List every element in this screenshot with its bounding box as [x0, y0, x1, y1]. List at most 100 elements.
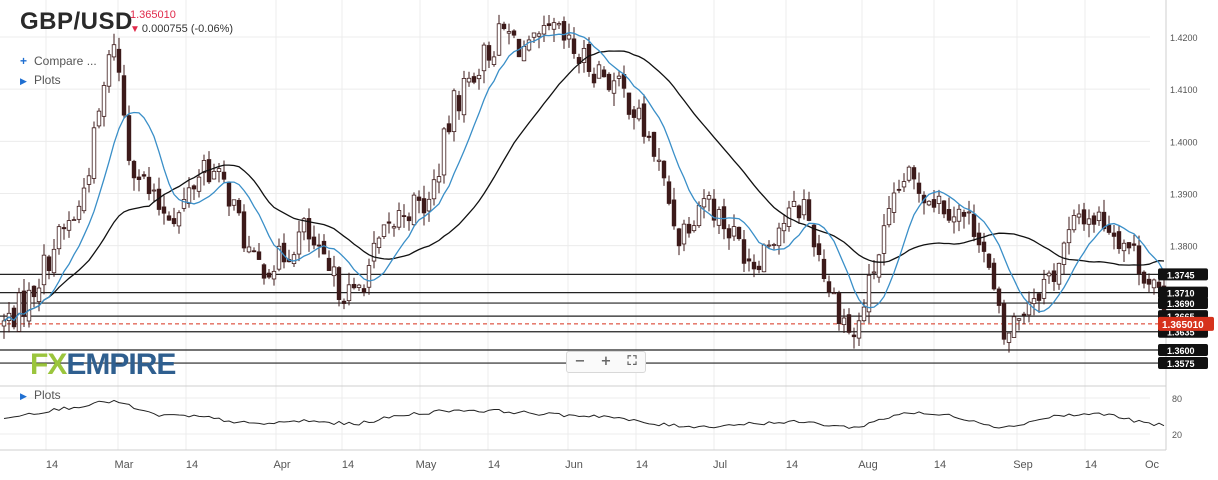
zoom-controls: − + ⛶	[566, 351, 646, 373]
candle-body	[1146, 278, 1152, 285]
zoom-in-button[interactable]: +	[600, 354, 612, 369]
candle-body	[181, 199, 187, 209]
candle-body	[776, 227, 782, 247]
candle-body	[231, 199, 237, 206]
x-tick-label: Sep	[1013, 459, 1033, 471]
compare-label: Compare ...	[34, 54, 97, 68]
candle-body	[176, 212, 182, 227]
y-tick-label: 1.4100	[1170, 85, 1198, 95]
candle-body	[31, 285, 37, 298]
candle-body	[531, 32, 537, 38]
lower-plots-button[interactable]: ▶ Plots	[20, 388, 61, 402]
candle-body	[1141, 271, 1147, 284]
candle-body	[346, 284, 352, 302]
y-tick-label: 1.4200	[1170, 33, 1198, 43]
level-tag-label: 1.3745	[1167, 270, 1195, 280]
candle-body	[496, 23, 502, 56]
candle-body	[556, 23, 562, 26]
candle-body	[26, 289, 32, 322]
candle-body	[476, 74, 482, 80]
candle-body	[171, 218, 177, 225]
candle-body	[716, 209, 722, 226]
candle-body	[661, 160, 667, 179]
zoom-out-button[interactable]: −	[574, 354, 586, 369]
candle-body	[926, 200, 932, 206]
candle-body	[571, 38, 577, 54]
candle-body	[186, 187, 192, 204]
candle-body	[801, 199, 807, 216]
candle-body	[436, 176, 442, 183]
level-tag-label: 1.3690	[1167, 299, 1195, 309]
candle-body	[636, 107, 642, 120]
candle-body	[646, 135, 652, 138]
candle-body	[1071, 215, 1077, 231]
candle-body	[1041, 278, 1047, 299]
candle-body	[121, 75, 127, 116]
level-tag	[1158, 297, 1208, 310]
candle-body	[1, 320, 7, 327]
zoom-fit-button[interactable]: ⛶	[627, 354, 637, 369]
y-tick-label: 1.3800	[1170, 242, 1198, 252]
candle-body	[1051, 270, 1057, 282]
candle-body	[446, 123, 452, 133]
candle-body	[1011, 316, 1017, 338]
fast-moving-average-line	[3, 31, 1165, 322]
candle-body	[671, 199, 677, 227]
plots-button[interactable]: ▶ Plots	[20, 73, 61, 87]
candle-body	[41, 254, 47, 286]
candle-body	[506, 31, 512, 34]
candle-body	[861, 306, 867, 322]
level-tag	[1158, 344, 1208, 356]
current-price-tag	[1158, 316, 1214, 331]
candle-body	[896, 188, 902, 191]
candle-body	[116, 48, 122, 73]
fxempire-logo: FXEMPIRE	[30, 348, 176, 381]
candle-body	[901, 181, 907, 188]
candle-body	[826, 281, 832, 293]
candle-body	[596, 64, 602, 79]
candle-body	[546, 23, 552, 26]
candle-body	[71, 219, 77, 222]
candle-body	[281, 242, 287, 263]
candle-body	[76, 205, 82, 220]
triangle-right-icon: ▶	[20, 391, 27, 401]
candle-body	[36, 287, 42, 303]
candle-body	[196, 176, 202, 192]
candle-body	[316, 244, 322, 247]
candles	[1, 14, 1167, 353]
candle-body	[411, 194, 417, 226]
candle-body	[1001, 303, 1007, 340]
candle-body	[991, 262, 997, 290]
x-tick-label: May	[416, 459, 437, 471]
x-tick-label: 14	[786, 459, 798, 471]
candle-body	[891, 192, 897, 213]
candle-body	[741, 239, 747, 264]
candle-body	[1151, 279, 1157, 289]
candle-body	[911, 167, 917, 180]
candle-body	[551, 22, 557, 30]
candle-body	[726, 228, 732, 239]
candle-body	[696, 205, 702, 227]
candle-body	[1081, 209, 1087, 225]
candle-body	[486, 45, 492, 61]
compare-button[interactable]: + Compare ...	[20, 54, 97, 68]
candle-body	[1136, 245, 1142, 275]
candle-body	[971, 213, 977, 237]
candle-body	[1116, 231, 1122, 250]
candle-body	[816, 243, 822, 256]
candle-body	[676, 228, 682, 247]
candle-body	[956, 208, 962, 222]
candle-body	[961, 211, 967, 217]
candle-body	[691, 225, 697, 232]
candle-body	[526, 39, 532, 51]
candle-body	[1066, 229, 1072, 244]
candle-body	[131, 160, 137, 179]
x-tick-label: Aug	[858, 459, 878, 471]
x-tick-label: 14	[186, 459, 198, 471]
x-tick-label: 14	[934, 459, 946, 471]
candle-body	[91, 127, 97, 179]
candle-body	[141, 174, 147, 177]
x-tick-label: Mar	[115, 459, 134, 471]
candle-body	[246, 246, 252, 253]
